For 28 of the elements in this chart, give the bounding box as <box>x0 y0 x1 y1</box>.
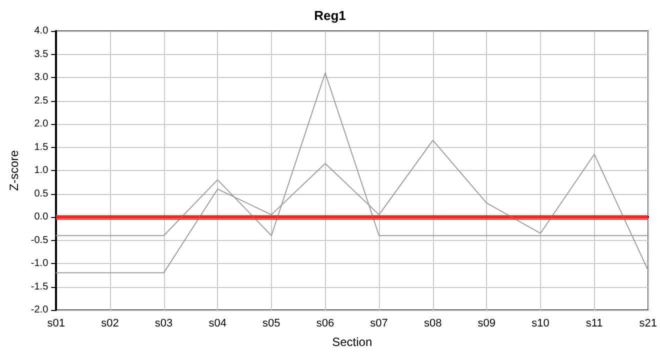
y-tick-label: 0.5 <box>34 188 49 200</box>
y-axis-title: Z-score <box>7 150 21 191</box>
x-tick-label: s07 <box>370 318 388 330</box>
x-tick-label: s03 <box>154 318 173 330</box>
y-tick-label: 2.5 <box>34 95 49 106</box>
y-tick-label: 3.5 <box>34 48 49 60</box>
x-tick-label: s05 <box>262 318 280 330</box>
y-tick-label: -1.5 <box>30 281 49 292</box>
y-tick-label: 2.0 <box>34 118 49 130</box>
x-tick-label: s06 <box>316 318 334 330</box>
y-tick-label: -2.0 <box>30 304 49 316</box>
x-tick-label: s10 <box>532 318 550 330</box>
chart-title: Reg1 <box>314 8 346 23</box>
x-tick-label: s04 <box>208 318 226 330</box>
y-tick-label: 1.5 <box>34 142 49 153</box>
y-tick-label: 1.0 <box>34 165 49 176</box>
y-tick-label: -0.5 <box>30 234 49 246</box>
x-tick-label: s02 <box>101 318 119 330</box>
x-tick-label: s08 <box>424 318 442 330</box>
x-tick-label: s21 <box>639 318 658 330</box>
y-tick-label: -1.0 <box>30 258 49 269</box>
x-tick-label: s11 <box>586 318 603 330</box>
x-tick-label: s09 <box>478 318 496 330</box>
x-axis-title: Section <box>332 335 372 349</box>
x-tick-label: s01 <box>47 318 66 330</box>
y-tick-label: 0.0 <box>34 212 49 222</box>
y-tick-label: 4.0 <box>34 26 49 36</box>
y-tick-label: 3.0 <box>34 72 49 83</box>
